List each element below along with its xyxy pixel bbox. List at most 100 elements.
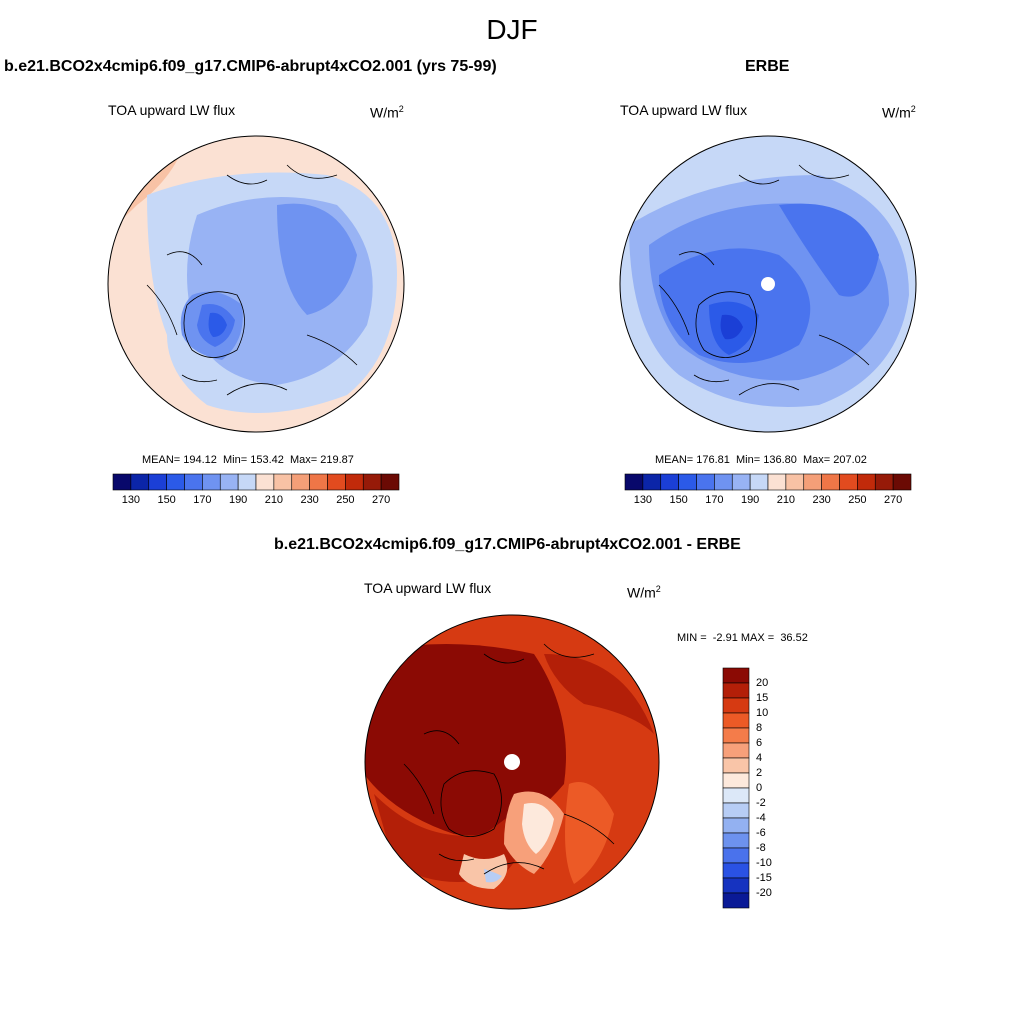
colorbar-box	[839, 473, 858, 491]
greenland-coastline	[183, 291, 245, 358]
map-region-cool	[484, 869, 502, 883]
colorbar-tick-label: 250	[336, 494, 355, 506]
panel-left-colorbar-ticks: 130 150 170 190 210 230 250 270	[113, 494, 399, 508]
colorbar-box	[642, 473, 662, 491]
coastline	[146, 164, 358, 396]
pole-hole	[761, 277, 775, 291]
colorbar-box	[112, 473, 132, 491]
panel-left-stats: MEAN= 194.12 Min= 153.42 Max= 219.87	[142, 454, 354, 466]
colorbar-tick-label: 210	[264, 494, 284, 506]
colorbar-tick-label: -10	[756, 857, 772, 869]
map-region-hot	[365, 644, 566, 836]
colorbar-box	[722, 742, 750, 759]
colorbar-box	[722, 817, 750, 834]
colorbar-box	[345, 473, 364, 491]
colorbar-tick-label: -20	[756, 887, 772, 899]
colorbar-box	[821, 473, 840, 491]
colorbar-tick-label: 230	[812, 494, 831, 506]
colorbar-box	[749, 473, 769, 491]
panel-right-title: ERBE	[745, 58, 790, 75]
panel-right-units: W/m2	[882, 104, 916, 121]
colorbar-box	[803, 473, 822, 491]
figure-title: DJF	[486, 14, 538, 45]
colorbar-tick-label: 8	[756, 722, 763, 734]
colorbar-tick-label: -4	[756, 812, 766, 824]
colorbar-tick-label: 170	[705, 494, 724, 506]
colorbar-tick-label: 270	[883, 494, 903, 506]
greenland-coastline	[695, 291, 757, 358]
colorbar-tick-label: 0	[756, 782, 763, 794]
colorbar-box	[722, 892, 750, 909]
colorbar-box	[714, 473, 733, 491]
colorbar-box	[362, 473, 382, 491]
colorbar-box	[722, 727, 750, 744]
panel-diff-map	[364, 614, 660, 910]
colorbar-tick-label: 190	[228, 494, 248, 506]
colorbar-box	[785, 473, 805, 491]
colorbar-tick-label: 150	[669, 494, 688, 506]
colorbar-tick-label: 130	[121, 494, 141, 506]
colorbar-box	[722, 697, 750, 714]
panel-right-variable: TOA upward LW flux	[620, 102, 748, 118]
colorbar-tick-label: 20	[756, 677, 769, 689]
colorbar-tick-label: 6	[756, 737, 763, 749]
colorbar-box	[722, 757, 750, 774]
colorbar-box	[722, 772, 750, 789]
colorbar-box	[237, 473, 257, 491]
colorbar-box	[722, 847, 750, 864]
pole-hole	[504, 754, 520, 770]
colorbar-box	[857, 473, 876, 491]
colorbar-box	[722, 862, 750, 879]
colorbar-tick-label: 270	[371, 494, 391, 506]
colorbar-box	[722, 787, 750, 804]
colorbar-tick-label: 150	[157, 494, 176, 506]
panel-right-map	[619, 135, 917, 433]
colorbar-tick-label: 15	[756, 692, 769, 704]
panel-right-colorbar-ticks: 130 150 170 190 210 230 250 270	[625, 494, 911, 508]
colorbar-box	[291, 473, 310, 491]
coastline	[658, 164, 870, 396]
colorbar-box	[722, 802, 750, 819]
colorbar-box	[722, 832, 750, 849]
colorbar-tick-label: 190	[740, 494, 760, 506]
colorbar-box	[130, 473, 150, 491]
colorbar-box	[624, 473, 644, 491]
colorbar-tick-label: -15	[756, 872, 772, 884]
colorbar-tick-label: 210	[776, 494, 796, 506]
panel-diff-title: b.e21.BCO2x4cmip6.f09_g17.CMIP6-abrupt4x…	[274, 536, 741, 553]
colorbar-box	[731, 473, 751, 491]
colorbar-tick-label: -6	[756, 827, 766, 839]
colorbar-tick-label: 2	[756, 767, 763, 779]
colorbar-tick-label: -2	[756, 797, 766, 809]
colorbar-tick-label: 130	[633, 494, 653, 506]
colorbar-box	[722, 667, 750, 684]
panel-left-title: b.e21.BCO2x4cmip6.f09_g17.CMIP6-abrupt4x…	[4, 58, 497, 75]
greenland-coastline	[440, 770, 502, 837]
colorbar-box	[722, 877, 750, 894]
coastline	[403, 643, 615, 875]
colorbar-box	[380, 473, 400, 491]
colorbar-box	[892, 473, 912, 491]
panel-diff-colorbar-ticks: 20 15 10 8 6 4 2 0 -2 -4 -6 -8 -10 -15 -20	[756, 668, 796, 908]
panel-diff-units: W/m2	[627, 584, 661, 601]
colorbar-box	[273, 473, 293, 491]
colorbar-tick-label: 250	[848, 494, 867, 506]
colorbar-box	[148, 473, 167, 491]
colorbar-box	[722, 682, 750, 699]
colorbar-box	[696, 473, 715, 491]
colorbar-box	[184, 473, 203, 491]
panel-left-units: W/m2	[370, 104, 404, 121]
colorbar-box	[327, 473, 346, 491]
colorbar-tick-label: -8	[756, 842, 766, 854]
colorbar-box	[219, 473, 239, 491]
colorbar-box	[202, 473, 221, 491]
panel-right-stats: MEAN= 176.81 Min= 136.80 Max= 207.02	[655, 454, 867, 466]
panel-diff-stats: MIN = -2.91 MAX = 36.52	[677, 632, 808, 644]
colorbar-box	[255, 473, 275, 491]
panel-left-colorbar	[112, 473, 400, 491]
colorbar-tick-label: 170	[193, 494, 212, 506]
colorbar-box	[722, 712, 750, 729]
colorbar-tick-label: 10	[756, 707, 769, 719]
panel-left-variable: TOA upward LW flux	[108, 102, 236, 118]
panel-left-map	[107, 135, 405, 433]
